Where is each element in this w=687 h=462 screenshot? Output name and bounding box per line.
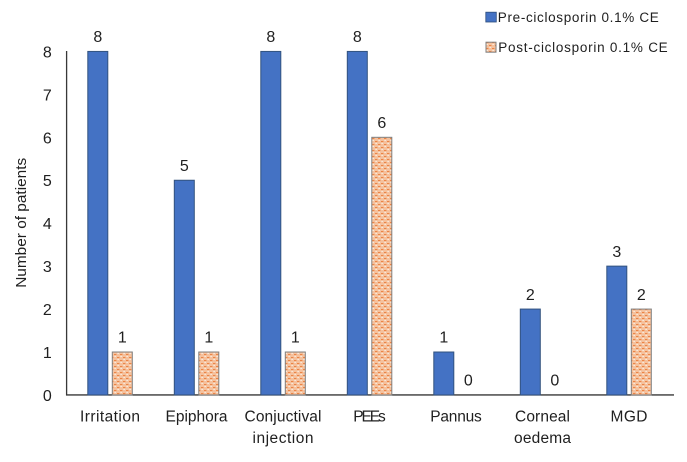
svg-text:0: 0 [550, 373, 559, 390]
svg-text:1: 1 [204, 330, 213, 347]
svg-text:5: 5 [180, 158, 189, 175]
svg-text:PEEs: PEEs [353, 409, 386, 426]
svg-text:Corneal: Corneal [515, 409, 570, 426]
svg-text:2: 2 [526, 287, 535, 304]
svg-text:6: 6 [377, 115, 386, 132]
svg-text:4: 4 [43, 216, 52, 233]
svg-text:0: 0 [43, 388, 52, 405]
svg-text:MGD: MGD [611, 409, 648, 426]
svg-text:2: 2 [637, 287, 646, 304]
svg-text:5: 5 [43, 173, 52, 190]
svg-text:3: 3 [43, 259, 52, 276]
svg-text:1: 1 [291, 330, 300, 347]
svg-text:Conjuctival: Conjuctival [245, 409, 322, 426]
svg-text:1: 1 [118, 330, 127, 347]
svg-text:Number of patients: Number of patients [13, 158, 30, 288]
svg-text:2: 2 [43, 302, 52, 319]
svg-text:Epiphora: Epiphora [166, 409, 228, 426]
svg-text:1: 1 [43, 345, 52, 362]
svg-text:7: 7 [43, 87, 52, 104]
svg-text:Pannus: Pannus [430, 409, 482, 426]
svg-text:0: 0 [464, 373, 473, 390]
svg-text:8: 8 [266, 29, 275, 46]
svg-text:Irritation: Irritation [80, 409, 140, 426]
svg-text:oedema: oedema [514, 430, 571, 447]
svg-text:1: 1 [439, 330, 448, 347]
svg-text:Post-ciclosporin 0.1% CE: Post-ciclosporin 0.1% CE [498, 40, 668, 55]
svg-text:8: 8 [353, 29, 362, 46]
svg-text:6: 6 [43, 130, 52, 147]
svg-text:8: 8 [43, 44, 52, 61]
svg-text:injection: injection [253, 430, 314, 447]
svg-text:3: 3 [612, 244, 621, 261]
svg-text:Pre-ciclosporin 0.1% CE: Pre-ciclosporin 0.1% CE [498, 10, 659, 25]
svg-text:8: 8 [93, 29, 102, 46]
